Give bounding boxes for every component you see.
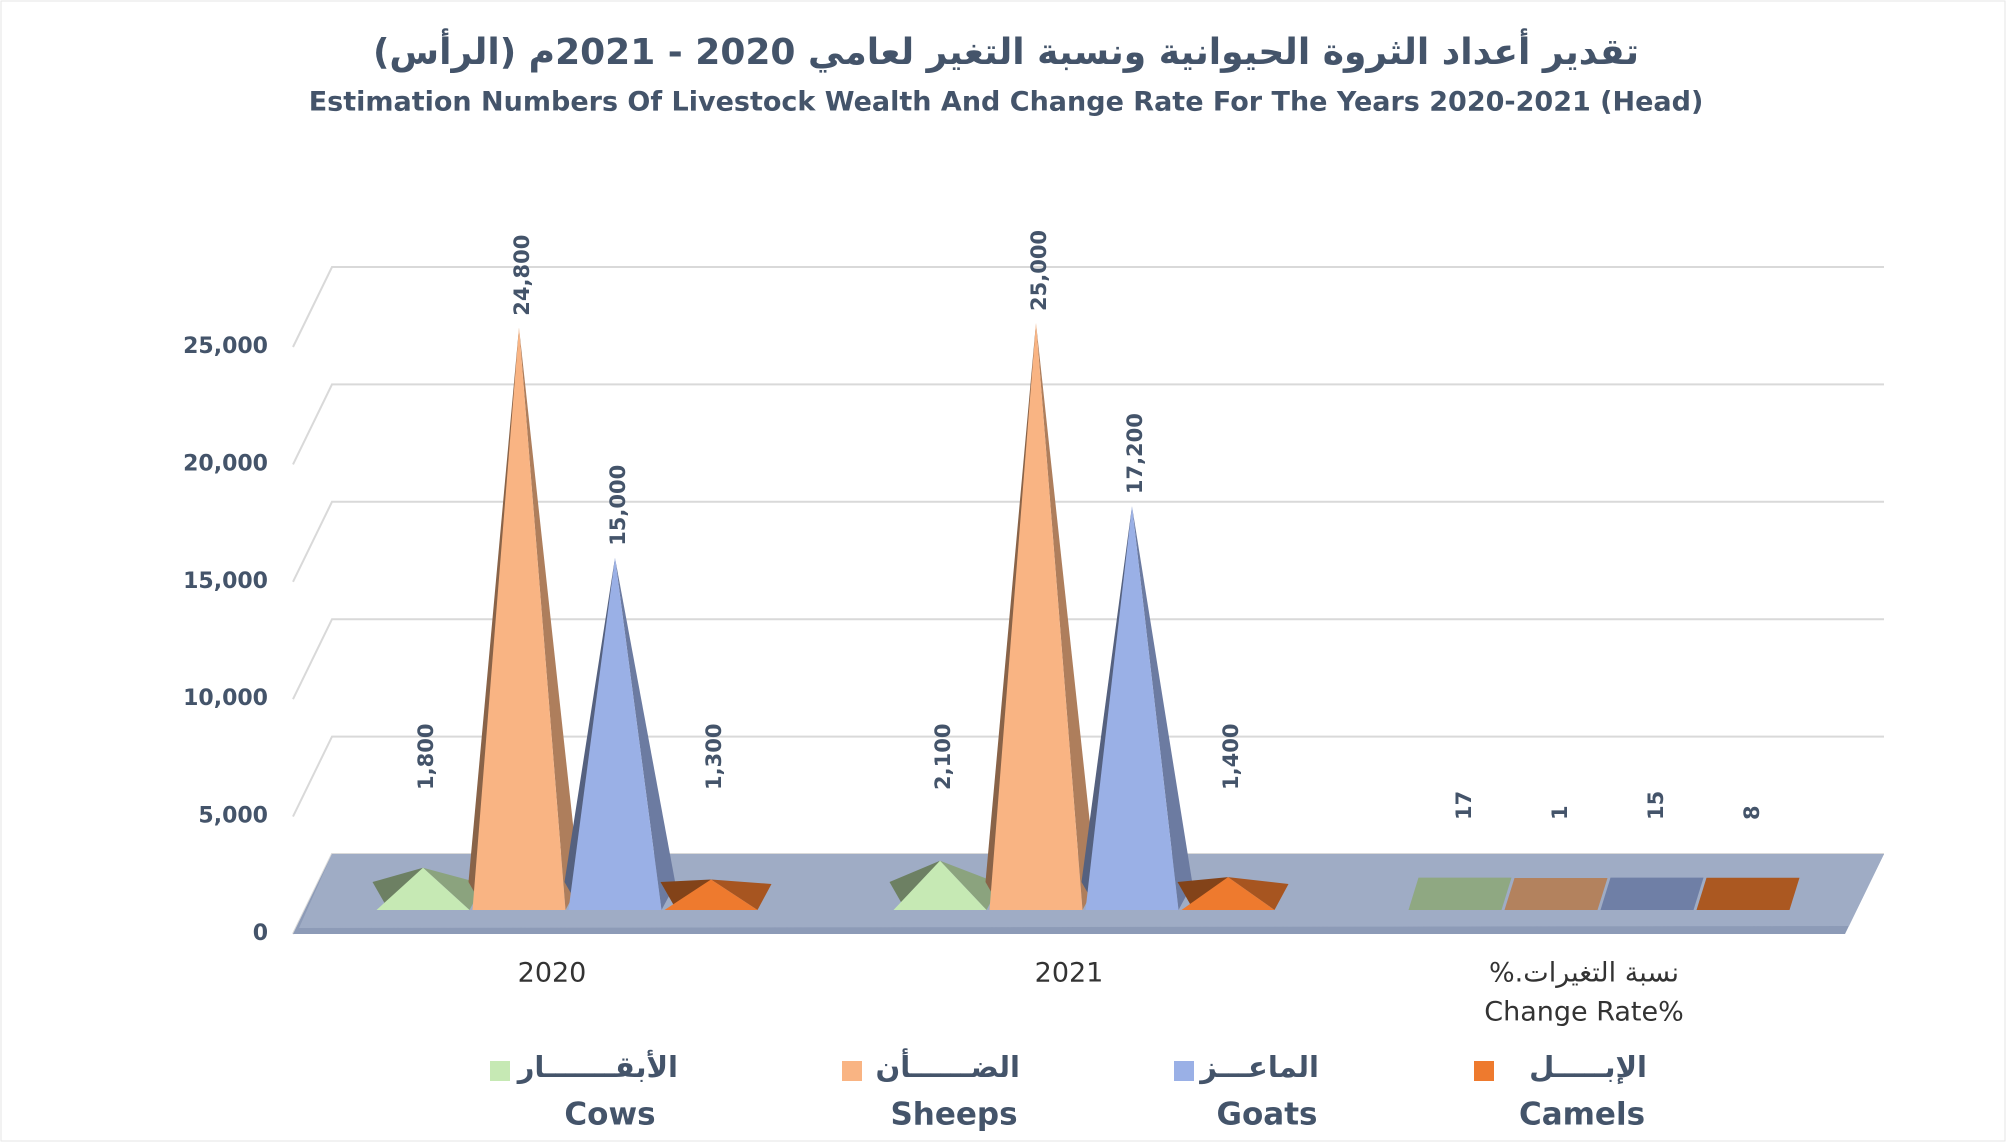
legend-label: Cows	[564, 1097, 655, 1133]
x-tick-label: %.نسبة التغيرات	[1489, 958, 1679, 989]
legend-label: Sheeps	[890, 1097, 1017, 1133]
grid-line	[292, 735, 1884, 818]
bar-side-face	[519, 327, 580, 910]
value-label: 1,300	[702, 724, 726, 790]
bar-side-face	[940, 860, 1001, 910]
bar-front-face	[568, 557, 662, 910]
bar	[660, 879, 772, 910]
grid-line	[292, 500, 1884, 583]
bar	[372, 867, 484, 910]
legend-label-ar: الضــــــأن	[875, 1048, 1020, 1084]
x-tick-label: 2020	[518, 958, 587, 989]
bar	[1081, 506, 1193, 910]
value-label: 25,000	[1027, 230, 1051, 311]
chart-title: تقدير أعداد الثروة الحيوانية ونسبة التغي…	[373, 28, 1639, 73]
y-tick-label: 25,000	[183, 334, 268, 359]
value-label: 17	[1452, 791, 1476, 820]
legend-swatch	[1474, 1061, 1494, 1081]
bar-front-face	[472, 327, 566, 910]
grid-line	[292, 266, 1884, 348]
legend-swatch	[842, 1061, 862, 1081]
bar	[1696, 877, 1800, 910]
bar-dark-face	[985, 323, 1036, 910]
value-label: 1,800	[414, 724, 438, 790]
bar-front-face	[989, 323, 1083, 910]
bar-dark-face	[1081, 506, 1132, 910]
bar	[1177, 877, 1289, 910]
bar-front-face	[664, 879, 758, 910]
legend-label: Goats	[1217, 1097, 1318, 1133]
y-tick-label: 20,000	[183, 451, 268, 476]
bar	[564, 557, 676, 910]
grid-line	[292, 618, 1884, 700]
chart-subtitle: Estimation Numbers Of Livestock Wealth A…	[309, 87, 1704, 118]
bar	[1408, 877, 1512, 910]
bar	[1600, 877, 1704, 910]
y-tick-label: 0	[253, 921, 268, 946]
legend-label: Camels	[1519, 1097, 1645, 1133]
bar	[889, 860, 1001, 910]
bar	[985, 323, 1097, 910]
bar-dark-face	[372, 867, 423, 910]
x-tick-label: Change Rate%	[1484, 997, 1684, 1028]
legend-label-ar: الإبـــــل	[1529, 1050, 1647, 1084]
legend-label-ar: الماعـــز	[1198, 1050, 1319, 1084]
bar-front-face	[376, 867, 470, 910]
bar-side-face	[1132, 506, 1193, 910]
value-label: 15	[1644, 791, 1668, 820]
bar-slab	[1696, 877, 1800, 910]
bar-front-face	[893, 860, 987, 910]
bar-side-face	[423, 867, 484, 910]
bar-side-face	[1228, 877, 1289, 910]
bar-side-face	[711, 879, 772, 910]
bar-dark-face	[660, 879, 711, 910]
bar-slab	[1408, 877, 1512, 910]
y-tick-label: 5,000	[198, 804, 268, 829]
bar	[468, 327, 580, 910]
y-tick-label: 15,000	[183, 569, 268, 594]
grid-line	[292, 383, 1884, 465]
bar	[1504, 877, 1608, 910]
legend-swatch	[1174, 1061, 1194, 1081]
bar-slab	[1504, 877, 1608, 910]
legend-swatch	[490, 1061, 510, 1081]
bar-front-face	[1181, 877, 1275, 910]
value-label: 8	[1740, 805, 1764, 820]
value-label: 24,800	[510, 235, 534, 316]
bar-front-face	[1085, 506, 1179, 910]
bar-side-face	[615, 557, 676, 910]
value-label: 2,100	[931, 724, 955, 790]
value-label: 15,000	[606, 465, 630, 546]
bar-dark-face	[564, 557, 615, 910]
bar-slab	[1600, 877, 1704, 910]
x-tick-label: 2021	[1035, 958, 1104, 989]
bar-dark-face	[468, 327, 519, 910]
legend-label-ar: الأبقـــــــار	[516, 1049, 678, 1084]
value-label: 1	[1548, 805, 1572, 820]
value-label: 1,400	[1219, 724, 1243, 790]
bar-dark-face	[1177, 877, 1228, 910]
bar-side-face	[1036, 323, 1097, 910]
value-label: 17,200	[1123, 413, 1147, 494]
y-tick-label: 10,000	[183, 686, 268, 711]
bar-dark-face	[889, 860, 940, 910]
